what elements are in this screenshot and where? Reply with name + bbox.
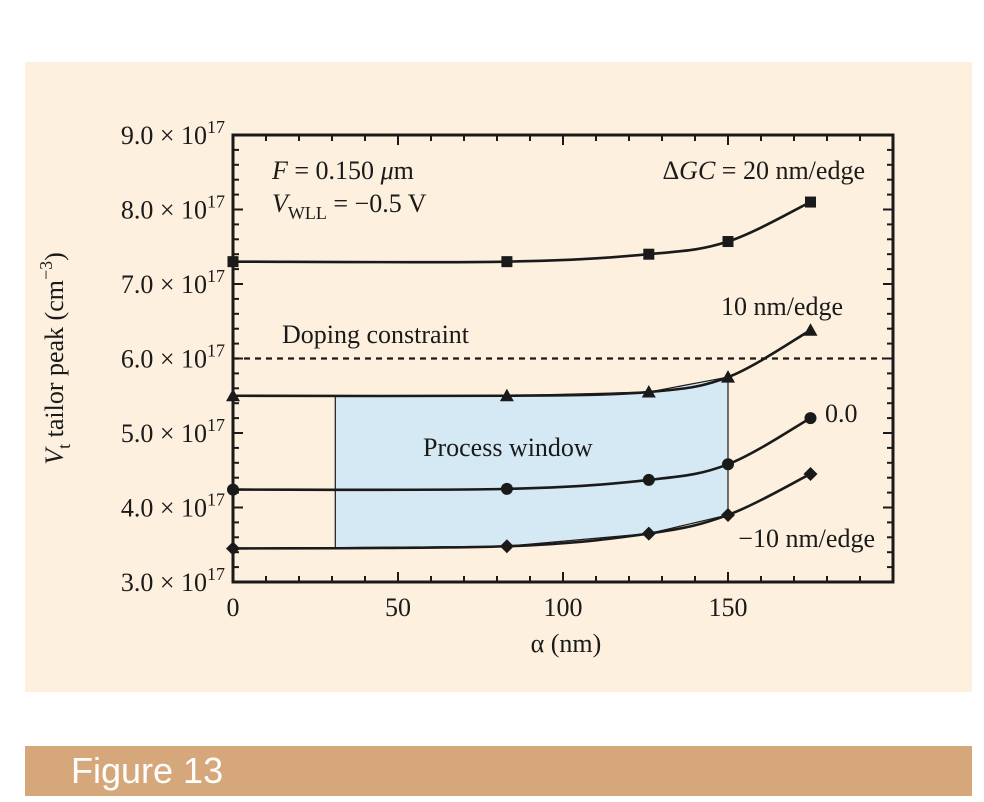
y-tick-label: 3.0 × 1017 <box>121 564 225 597</box>
data-point-circle <box>804 412 817 425</box>
data-point-circle <box>500 482 513 495</box>
data-point-square <box>501 256 513 268</box>
series-line-3 <box>232 416 812 492</box>
y-tick-label: 8.0 × 1017 <box>121 192 225 225</box>
figure-panel: 0 50 100 150 3.0 × 1017 4.0 × 1017 5.0 × 1017 6… <box>25 62 972 692</box>
data-point-square <box>643 248 655 260</box>
series-line-2 <box>232 329 812 398</box>
y-axis-label: Vt tailor peak (cm−3) <box>36 252 74 465</box>
chart: 0 50 100 150 3.0 × 1017 4.0 × 1017 5.0 × 1017 6… <box>25 62 972 692</box>
data-point-triangle <box>721 370 735 383</box>
vwll-annotation: VWLL = −0.5 V <box>272 189 427 223</box>
process-window-region <box>334 376 729 549</box>
y-tick-label: 4.0 × 1017 <box>121 490 225 523</box>
data-point-diamond <box>641 526 656 541</box>
series-line-1 <box>232 200 812 264</box>
series-line-4 <box>232 472 812 550</box>
data-point-triangle <box>499 388 514 402</box>
x-tick-label: 100 <box>544 593 583 622</box>
data-point-circle <box>642 473 655 486</box>
f-annotation: F = 0.150 μm <box>271 156 414 185</box>
x-tick-label: 0 <box>227 593 240 622</box>
data-point-triangle <box>641 385 656 398</box>
series-label: 10 nm/edge <box>721 292 843 321</box>
panel-background <box>25 62 972 692</box>
series-label: 0.0 <box>825 399 858 428</box>
y-tick-label: 6.0 × 1017 <box>121 341 225 374</box>
delta-gc-annotation: ΔGC = 20 nm/edge <box>662 156 865 185</box>
doping-constraint-label: Doping constraint <box>282 320 470 349</box>
data-point-diamond <box>721 507 735 522</box>
y-tick-label: 9.0 × 1017 <box>121 117 225 150</box>
process-window-label: Process window <box>423 433 593 462</box>
data-point-circle <box>722 458 734 471</box>
data-point-diamond <box>499 539 514 554</box>
y-tick-label: 7.0 × 1017 <box>121 266 225 299</box>
data-point-square <box>722 236 734 248</box>
data-point-triangle <box>803 323 818 336</box>
figure-caption-bar: Figure 13 <box>25 746 972 796</box>
y-tick-label: 5.0 × 1017 <box>121 415 225 448</box>
x-tick-label: 50 <box>385 593 411 622</box>
data-point-square <box>805 196 816 208</box>
series-label: −10 nm/edge <box>738 524 875 553</box>
x-axis-label: α (nm) <box>531 629 602 658</box>
x-tick-label: 150 <box>709 593 748 622</box>
figure-caption: Figure 13 <box>71 750 224 791</box>
data-point-diamond <box>803 466 818 481</box>
